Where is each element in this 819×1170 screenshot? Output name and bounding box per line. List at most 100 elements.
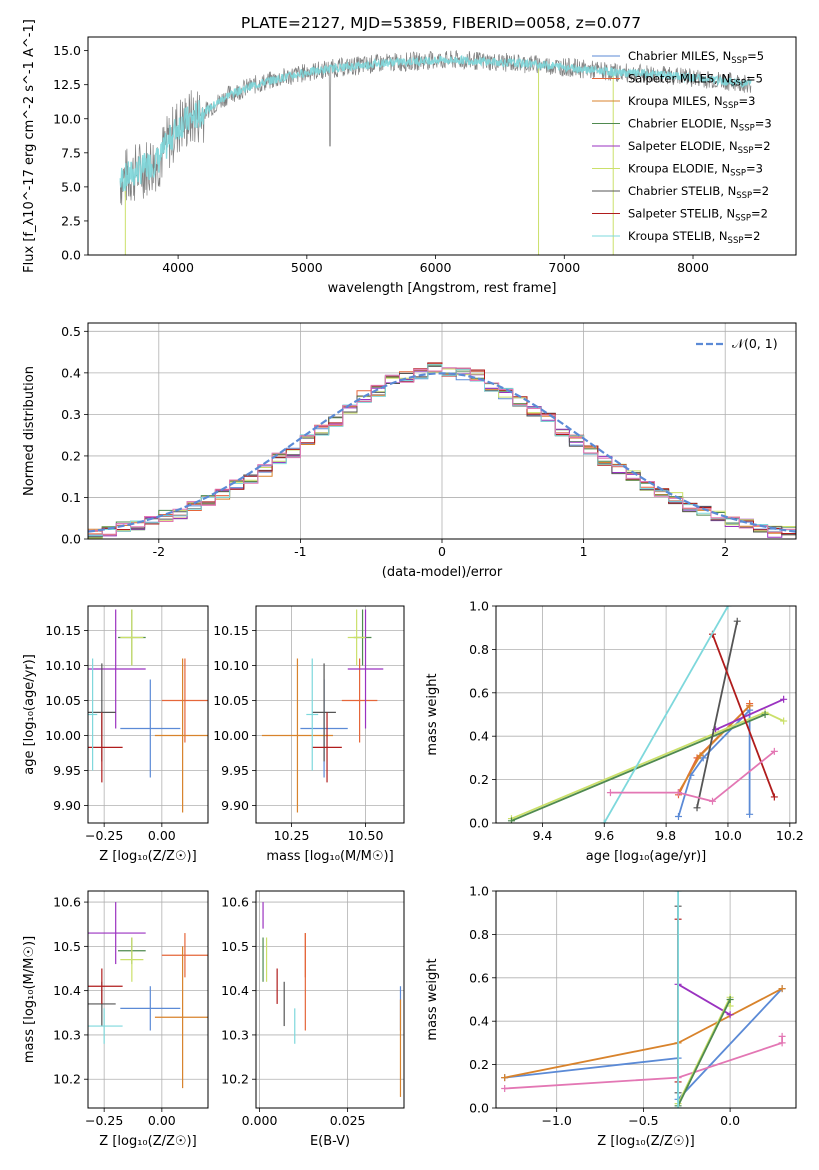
data-point-marker — [708, 797, 716, 805]
y-tick-label: 0.6 — [469, 685, 489, 700]
y-tick-label: 10.00 — [213, 728, 249, 743]
legend-entry: 𝒩(0, 1) — [732, 336, 778, 351]
legend-subscript: SSP — [735, 214, 751, 224]
data-point-marker — [726, 1011, 734, 1019]
x-tick-label: 8000 — [677, 260, 709, 275]
x-tick-label: 0 — [438, 544, 446, 559]
x-tick-label: 10.50 — [348, 828, 384, 843]
residual-legend: 𝒩(0, 1) — [696, 336, 778, 351]
x-tick-label: 7000 — [548, 260, 580, 275]
legend-entry: Kroupa ELODIE, NSSP=3 — [628, 162, 763, 179]
legend-suffix: =3 — [755, 117, 772, 131]
axes-frame — [495, 605, 797, 824]
x-axis-label: age [log₁₀(age/yr)] — [586, 849, 707, 864]
y-tick-label: 10.2 — [53, 1072, 81, 1087]
y-axis-label: mass weight — [425, 673, 440, 755]
data-point-marker — [674, 1104, 682, 1108]
data-point-marker — [780, 717, 788, 725]
data-point-marker — [674, 812, 682, 820]
y-tick-label: 0.2 — [61, 448, 81, 463]
plot-area — [507, 606, 788, 823]
data-point-marker — [780, 695, 788, 703]
y-tick-label: 10.6 — [53, 895, 81, 910]
y-axis-label: mass weight — [425, 958, 440, 1040]
y-tick-label: 10.00 — [45, 728, 81, 743]
legend-subscript: SSP — [738, 146, 754, 156]
y-tick-label: 10.10 — [45, 658, 81, 673]
x-tick-label: 6000 — [420, 260, 452, 275]
y-tick-label: 0.4 — [469, 729, 489, 744]
legend-entry: Chabrier ELODIE, NSSP=3 — [628, 117, 772, 134]
legend-subscript: SSP — [731, 56, 747, 66]
data-point-marker — [761, 711, 769, 718]
legend-entry: Kroupa MILES, NSSP=3 — [628, 94, 755, 111]
x-axis-label: wavelength [Angstrom, rest frame] — [328, 281, 557, 296]
y-tick-label: 10.15 — [213, 623, 249, 638]
x-tick-label: 10.0 — [714, 828, 742, 843]
plot-area — [262, 902, 402, 1097]
y-tick-label: 0.2 — [469, 772, 489, 787]
mass-weight-line — [677, 996, 731, 1105]
y-tick-label: 10.05 — [45, 693, 81, 708]
x-tick-label: 0.000 — [242, 1113, 278, 1128]
y-tick-label: 10.5 — [221, 939, 249, 954]
y-axis-label: mass [log₁₀(M/M☉)] — [22, 936, 37, 1063]
data-point-marker — [733, 617, 741, 625]
x-axis-label: mass [log₁₀(M/M☉)] — [266, 849, 393, 864]
y-tick-label: 0.6 — [469, 970, 489, 985]
x-tick-label: 9.4 — [532, 828, 552, 843]
data-point-marker — [674, 789, 682, 797]
legend-entry: Chabrier STELIB, NSSP=2 — [628, 184, 769, 201]
legend-subscript: SSP — [730, 169, 746, 179]
y-tick-label: 10.0 — [53, 111, 81, 126]
y-tick-label: 10.4 — [221, 983, 249, 998]
legend-label: Salpeter ELODIE, N — [628, 139, 738, 153]
y-tick-label: 15.0 — [53, 43, 81, 58]
y-tick-label: 0.1 — [61, 490, 81, 505]
legend-entry: Chabrier MILES, NSSP=5 — [628, 49, 764, 66]
data-point-marker — [778, 985, 786, 993]
data-point-marker — [507, 817, 515, 823]
mass-weight-line — [711, 633, 776, 798]
x-tick-label: 0.0 — [720, 1113, 740, 1128]
y-tick-label: 9.90 — [221, 798, 249, 813]
x-tick-label: 0.00 — [148, 1113, 176, 1128]
y-tick-label: 0.2 — [469, 1057, 489, 1072]
panel-age_vs_mass: 10.25 10.50 9.90 9.95 10.00 10.05 10.10 10.15 ma… — [213, 605, 405, 864]
legend-subscript: SSP — [739, 124, 755, 134]
data-point-marker — [606, 789, 614, 797]
y-tick-label: 0.0 — [61, 532, 81, 547]
legend-label: Kroupa ELODIE, N — [628, 162, 730, 176]
legend-label: Kroupa MILES, N — [628, 94, 723, 108]
data-point-marker — [501, 1074, 509, 1082]
data-point-marker — [724, 606, 732, 610]
legend-suffix: =2 — [754, 139, 771, 153]
plot-area — [501, 891, 786, 1108]
legend-suffix: =3 — [738, 94, 755, 108]
legend-subscript: SSP — [736, 191, 752, 201]
plot-area — [88, 609, 208, 813]
data-point-marker — [726, 996, 734, 1003]
x-axis-label: Z [log₁₀(Z/Z☉)] — [99, 849, 196, 864]
data-point-marker — [746, 810, 754, 818]
plot-area — [88, 902, 208, 1089]
y-tick-label: 0.0 — [469, 816, 489, 831]
y-axis-label: Flux [f_λ10^-17 erg cm^-2 s^-1 A^-1] — [22, 19, 37, 273]
legend-subscript: SSP — [730, 79, 746, 89]
panel-mass_weight_vs_age: 9.4 9.6 9.8 10.0 10.2 0.0 0.2 0.4 0.6 0.8 1.0 age [… — [425, 599, 804, 865]
x-tick-label: 4000 — [162, 260, 194, 275]
y-tick-label: 10.3 — [53, 1027, 81, 1042]
x-tick-label: −1.0 — [542, 1113, 572, 1128]
y-tick-label: 0.5 — [61, 324, 81, 339]
y-tick-label: 10.10 — [213, 658, 249, 673]
x-axis-label: Z [log₁₀(Z/Z☉)] — [99, 1134, 196, 1149]
panel-mass_vs_Z: −0.25 0.00 10.2 10.3 10.4 10.5 10.6 Z [log₁₀(Z/… — [22, 890, 209, 1149]
y-tick-label: 0.0 — [469, 1101, 489, 1116]
legend-label: Salpeter MILES, N — [628, 72, 730, 86]
legend-label: Kroupa STELIB, N — [628, 229, 728, 243]
data-point-marker — [501, 1084, 509, 1092]
y-tick-label: 10.4 — [53, 983, 81, 998]
x-tick-label: 1 — [580, 544, 588, 559]
